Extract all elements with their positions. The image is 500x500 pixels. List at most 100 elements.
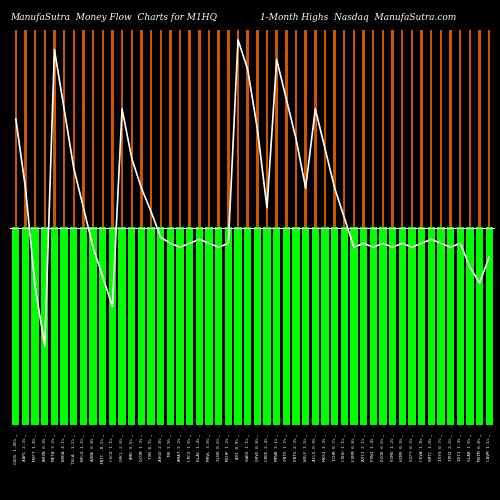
- Bar: [12, 228, 20, 425]
- Bar: [282, 228, 290, 425]
- Bar: [92, 30, 94, 228]
- Bar: [44, 30, 46, 228]
- Bar: [420, 30, 423, 228]
- Bar: [292, 228, 300, 425]
- Bar: [198, 30, 200, 228]
- Bar: [322, 228, 328, 425]
- Bar: [34, 30, 36, 228]
- Bar: [111, 30, 114, 228]
- Bar: [215, 228, 222, 425]
- Bar: [428, 228, 435, 425]
- Bar: [118, 228, 126, 425]
- Bar: [60, 228, 68, 425]
- Bar: [273, 228, 280, 425]
- Bar: [227, 30, 230, 228]
- Bar: [430, 30, 432, 228]
- Bar: [63, 30, 66, 228]
- Bar: [312, 228, 319, 425]
- Bar: [128, 228, 136, 425]
- Bar: [331, 228, 338, 425]
- Bar: [466, 228, 473, 425]
- Bar: [266, 30, 268, 228]
- Bar: [418, 228, 425, 425]
- Bar: [360, 228, 367, 425]
- Bar: [450, 30, 452, 228]
- Bar: [14, 30, 17, 228]
- Bar: [468, 30, 471, 228]
- Bar: [72, 30, 75, 228]
- Bar: [295, 30, 297, 228]
- Bar: [109, 228, 116, 425]
- Bar: [362, 30, 365, 228]
- Bar: [176, 228, 184, 425]
- Bar: [314, 30, 316, 228]
- Bar: [130, 30, 133, 228]
- Bar: [138, 228, 145, 425]
- Bar: [408, 228, 416, 425]
- Bar: [82, 30, 84, 228]
- Bar: [160, 30, 162, 228]
- Bar: [99, 228, 106, 425]
- Bar: [246, 30, 249, 228]
- Text: ManufaSutra  Money Flow  Charts for M1HQ: ManufaSutra Money Flow Charts for M1HQ: [10, 12, 217, 22]
- Bar: [478, 30, 480, 228]
- Bar: [254, 228, 261, 425]
- Bar: [218, 30, 220, 228]
- Bar: [80, 228, 87, 425]
- Bar: [22, 228, 29, 425]
- Bar: [186, 228, 194, 425]
- Bar: [148, 228, 154, 425]
- Bar: [179, 30, 181, 228]
- Bar: [224, 228, 232, 425]
- Bar: [102, 30, 104, 228]
- Bar: [234, 228, 242, 425]
- Bar: [324, 30, 326, 228]
- Bar: [398, 228, 406, 425]
- Bar: [140, 30, 142, 228]
- Bar: [343, 30, 345, 228]
- Bar: [459, 30, 462, 228]
- Bar: [401, 30, 404, 228]
- Bar: [167, 228, 174, 425]
- Bar: [382, 30, 384, 228]
- Bar: [188, 30, 191, 228]
- Bar: [32, 228, 38, 425]
- Bar: [392, 30, 394, 228]
- Bar: [370, 228, 377, 425]
- Bar: [196, 228, 203, 425]
- Bar: [208, 30, 210, 228]
- Bar: [264, 228, 270, 425]
- Bar: [24, 30, 26, 228]
- Bar: [150, 30, 152, 228]
- Bar: [350, 228, 358, 425]
- Bar: [51, 228, 58, 425]
- Bar: [256, 30, 258, 228]
- Bar: [334, 30, 336, 228]
- Bar: [476, 228, 483, 425]
- Text: 1-Month Highs  Nasdaq  ManufaSutra.com: 1-Month Highs Nasdaq ManufaSutra.com: [260, 12, 456, 22]
- Bar: [438, 228, 444, 425]
- Bar: [285, 30, 288, 228]
- Bar: [456, 228, 464, 425]
- Bar: [90, 228, 96, 425]
- Bar: [206, 228, 212, 425]
- Bar: [380, 228, 386, 425]
- Bar: [488, 30, 490, 228]
- Bar: [304, 30, 307, 228]
- Bar: [70, 228, 78, 425]
- Bar: [53, 30, 56, 228]
- Bar: [276, 30, 278, 228]
- Bar: [486, 228, 493, 425]
- Bar: [410, 30, 413, 228]
- Bar: [157, 228, 164, 425]
- Bar: [169, 30, 172, 228]
- Bar: [440, 30, 442, 228]
- Bar: [447, 228, 454, 425]
- Bar: [352, 30, 355, 228]
- Bar: [244, 228, 252, 425]
- Bar: [121, 30, 124, 228]
- Bar: [340, 228, 348, 425]
- Bar: [41, 228, 48, 425]
- Bar: [389, 228, 396, 425]
- Bar: [237, 30, 239, 228]
